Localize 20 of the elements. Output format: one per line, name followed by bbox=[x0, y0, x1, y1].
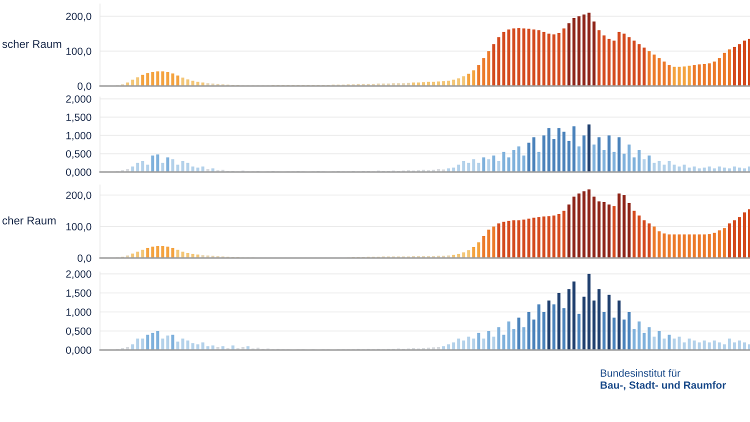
y-tick-label: 1,500 bbox=[66, 114, 92, 122]
y-tick-label: 0,000 bbox=[66, 168, 92, 178]
y-tick-label: 200,0 bbox=[66, 192, 92, 200]
y-axis-title: scher Raum bbox=[2, 40, 62, 48]
y-tick-label: 200,0 bbox=[66, 12, 92, 22]
y-tick-label: 100,0 bbox=[66, 223, 92, 232]
y-tick-label: 100,0 bbox=[66, 48, 92, 56]
y-tick-label: 2,000 bbox=[66, 95, 92, 104]
y-axis-title: cher Raum bbox=[2, 216, 56, 224]
text: Bau-, Stadt- und Raumfor bbox=[600, 381, 726, 390]
text: Bundesinstitut für bbox=[600, 369, 680, 377]
y-tick-label: 0,500 bbox=[66, 150, 92, 159]
y-tick-label: 2,000 bbox=[66, 270, 92, 280]
y-tick-label: 1,000 bbox=[66, 132, 92, 141]
y-tick-label: 0,000 bbox=[66, 346, 92, 356]
y-tick-label: 0,500 bbox=[66, 327, 92, 336]
y-tick-label: 0,0 bbox=[78, 254, 92, 264]
y-tick-label: 1,500 bbox=[66, 289, 92, 298]
y-tick-label: 1,000 bbox=[66, 308, 92, 318]
y-tick-label: 0,0 bbox=[78, 82, 92, 92]
